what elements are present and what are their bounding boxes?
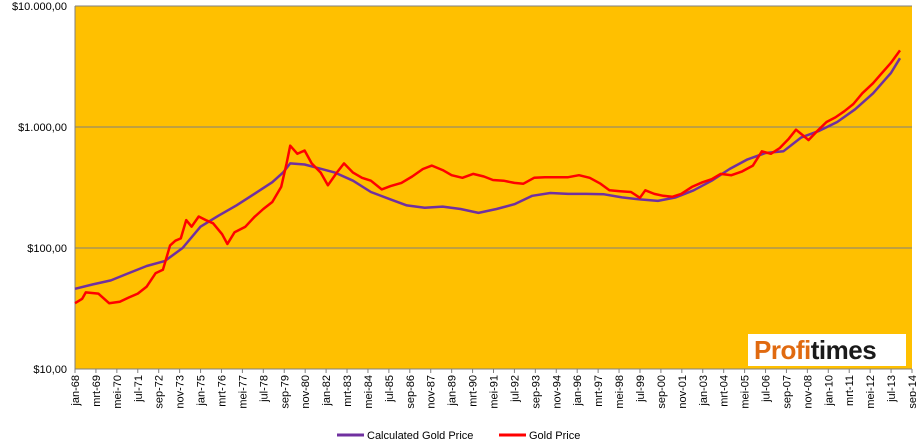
- y-tick-label: $10,00: [33, 364, 67, 376]
- x-tick-label: sep-93: [530, 375, 542, 409]
- x-tick-label: mei-77: [237, 375, 249, 409]
- x-tick-label: jul-92: [509, 375, 521, 403]
- y-tick-labels: $10,00 $100,00 $1.000,00 $10.000,00: [12, 1, 67, 376]
- axes: [74, 6, 913, 373]
- x-tick-label: nov-94: [551, 375, 563, 409]
- x-tick-label: mrt-76: [216, 375, 228, 407]
- x-tick-label: sep-79: [279, 375, 291, 409]
- x-tick-label: nov-87: [426, 375, 438, 409]
- x-tick-label: jan-10: [823, 375, 835, 407]
- x-tick-label: jul-71: [133, 375, 145, 403]
- x-tick-label: jan-89: [447, 375, 459, 407]
- x-tick-label: mrt-83: [342, 375, 354, 407]
- x-tick-label: mrt-97: [593, 375, 605, 407]
- x-tick-label: nov-80: [300, 375, 312, 409]
- x-tick-label: jul-99: [635, 375, 647, 403]
- legend-label: Gold Price: [529, 430, 580, 442]
- x-tick-label: nov-01: [677, 375, 689, 409]
- x-tick-label: nov-73: [175, 375, 187, 409]
- x-tick-label: sep-14: [907, 375, 916, 409]
- x-tick-label: jul-85: [384, 375, 396, 403]
- y-tick-label: $10.000,00: [12, 1, 67, 13]
- gridlines: [75, 5, 912, 249]
- x-tick-label: jul-13: [886, 375, 898, 403]
- x-tick-label: mei-70: [112, 375, 124, 409]
- logo-part-a: Profi: [754, 335, 811, 365]
- x-tick-label: jan-82: [321, 375, 333, 407]
- x-tick-label: jan-68: [70, 375, 82, 407]
- x-tick-label: mei-05: [740, 375, 752, 409]
- x-tick-label: jan-96: [572, 375, 584, 407]
- logo-part-b: times: [810, 335, 877, 365]
- series-line-gold-price: [74, 49, 902, 305]
- x-tick-label: sep-86: [405, 375, 417, 409]
- y-tick-label: $100,00: [27, 243, 67, 255]
- x-tick-label: jan-03: [698, 375, 710, 407]
- profitimes-logo-text: Profitimes: [754, 335, 877, 365]
- series-lines: [74, 49, 902, 305]
- x-tick-label: mrt-11: [844, 375, 856, 406]
- legend: Calculated Gold Price Gold Price: [337, 430, 580, 442]
- profitimes-logo: [748, 334, 906, 366]
- x-tick-label: jul-06: [761, 375, 773, 403]
- x-tick-label: sep-00: [656, 375, 668, 409]
- x-tick-label: sep-07: [781, 375, 793, 409]
- plot-area: [75, 6, 912, 369]
- x-tick-labels: jan-68 mrt-69 mei-70 jul-71 sep-72 nov-73 jan-…: [70, 375, 916, 409]
- x-tick-label: jul-78: [258, 375, 270, 403]
- x-tick-label: nov-08: [802, 375, 814, 409]
- x-tick-label: mrt-69: [91, 375, 103, 407]
- x-tick-label: mei-84: [363, 375, 375, 409]
- x-tick-label: mei-12: [865, 375, 877, 409]
- legend-label: Calculated Gold Price: [367, 430, 473, 442]
- y-tick-label: $1.000,00: [18, 122, 67, 134]
- x-tick-label: mei-91: [489, 375, 501, 409]
- x-tick-label: sep-72: [154, 375, 166, 409]
- x-tick-label: mrt-90: [468, 375, 480, 407]
- x-tick-label: mrt-04: [719, 375, 731, 407]
- x-tick-label: jan-75: [196, 375, 208, 407]
- x-tick-label: mei-98: [614, 375, 626, 409]
